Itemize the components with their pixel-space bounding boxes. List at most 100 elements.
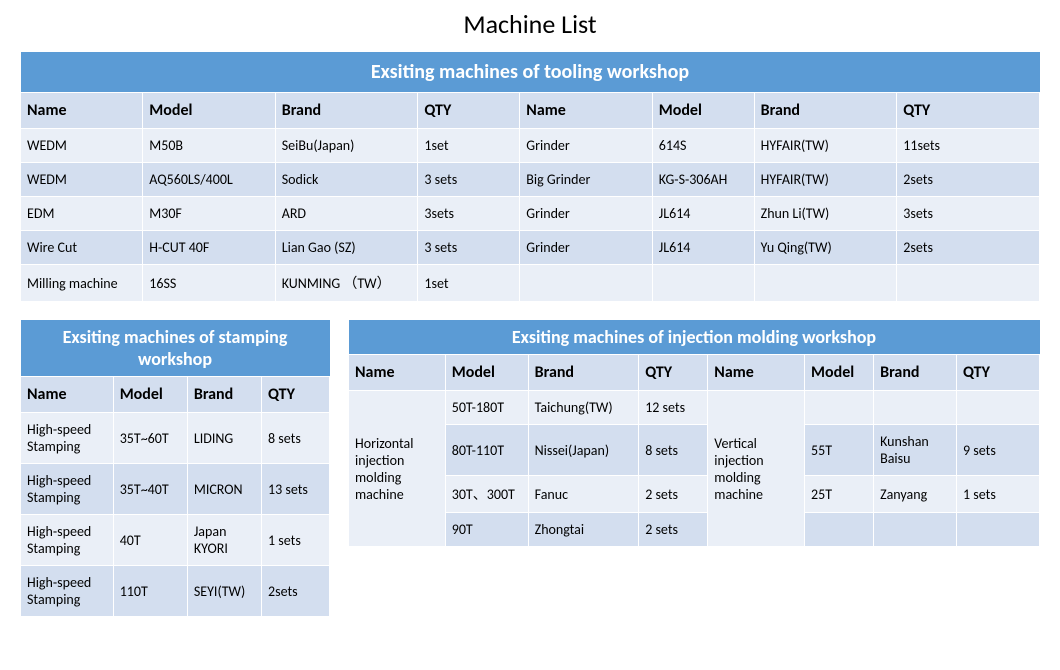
table-cell: SEYI(TW): [187, 566, 261, 617]
column-header: Brand: [754, 93, 897, 129]
table-cell: SeiBu(Japan): [275, 129, 418, 163]
table-cell: Zhun Li(TW): [754, 197, 897, 231]
table-cell: 1 sets: [262, 515, 330, 566]
table1-title: Exsiting machines of tooling workshop: [21, 52, 1040, 93]
table-cell: 90T: [445, 513, 528, 547]
table-cell: LIDING: [187, 413, 261, 464]
table-cell: High-speed Stamping: [21, 566, 114, 617]
table2-title: Exsiting machines of stamping workshop: [21, 320, 330, 377]
column-header: QTY: [262, 377, 330, 413]
column-header: QTY: [639, 355, 708, 391]
column-header: Brand: [275, 93, 418, 129]
table-cell: 1set: [418, 129, 520, 163]
table-cell: Grinder: [520, 129, 652, 163]
column-header: Name: [349, 355, 446, 391]
table-cell: H-CUT 40F: [143, 231, 275, 265]
column-header: Model: [652, 93, 754, 129]
table-row: 80T-110TNissei(Japan)8 sets 55TKunshan Ba…: [349, 425, 1040, 476]
table-cell: KG-S-306AH: [652, 163, 754, 197]
column-header: QTY: [418, 93, 520, 129]
table-cell: 30T、300T: [445, 476, 528, 513]
table-cell: 3 sets: [418, 163, 520, 197]
table-cell: 3sets: [897, 197, 1040, 231]
table3-title: Exsiting machines of injection molding w…: [349, 320, 1040, 355]
column-header: Model: [445, 355, 528, 391]
table-cell: Kunshan Baisu: [874, 425, 957, 476]
table-cell: 2sets: [262, 566, 330, 617]
table-cell: Zhongtai: [528, 513, 639, 547]
table-cell: 55T: [805, 425, 874, 476]
table-row: High-speed Stamping110TSEYI(TW)2sets: [21, 566, 330, 617]
table-cell: 8 sets: [639, 425, 708, 476]
table-cell: Sodick: [275, 163, 418, 197]
table-cell: Wire Cut: [21, 231, 143, 265]
table-cell: Grinder: [520, 231, 652, 265]
column-header: Name: [708, 355, 805, 391]
table-cell: 16SS: [143, 265, 275, 302]
table-cell: [874, 391, 957, 425]
table-cell: 1set: [418, 265, 520, 302]
table-cell: 3sets: [418, 197, 520, 231]
table-row: WEDMM50BSeiBu(Japan)1setGrinder614SHYFAI…: [21, 129, 1040, 163]
column-header: QTY: [897, 93, 1040, 129]
table-cell: 25T: [805, 476, 874, 513]
table-cell: 110T: [113, 566, 187, 617]
table-cell: 1 sets: [957, 476, 1040, 513]
table-row: 30T、300TFanuc2 sets 25TZanyang1 sets: [349, 476, 1040, 513]
table-cell: HYFAIR(TW): [754, 163, 897, 197]
column-header: QTY: [957, 355, 1040, 391]
table-row: Wire CutH-CUT 40FLian Gao (SZ)3 setsGrin…: [21, 231, 1040, 265]
column-header: Brand: [187, 377, 261, 413]
table-cell: [805, 391, 874, 425]
table-cell: [754, 265, 897, 302]
table-cell: Yu Qing(TW): [754, 231, 897, 265]
table-row: High-speed Stamping35T~40TMICRON13 sets: [21, 464, 330, 515]
tooling-workshop-table: Exsiting machines of tooling workshop Na…: [20, 52, 1040, 302]
injection-workshop-table: Exsiting machines of injection molding w…: [348, 320, 1040, 547]
table-cell: 13 sets: [262, 464, 330, 515]
table-cell: High-speed Stamping: [21, 515, 114, 566]
table-cell: Zanyang: [874, 476, 957, 513]
column-header: Brand: [874, 355, 957, 391]
table-cell: 2sets: [897, 231, 1040, 265]
table-cell: WEDM: [21, 163, 143, 197]
merged-cell-horizontal: Horizontal injection molding machine: [349, 391, 446, 547]
table-cell: Grinder: [520, 197, 652, 231]
column-header: Name: [520, 93, 652, 129]
table-cell: Taichung(TW): [528, 391, 639, 425]
table-cell: 40T: [113, 515, 187, 566]
table-cell: 35T~60T: [113, 413, 187, 464]
table-cell: 80T-110T: [445, 425, 528, 476]
table-cell: 2sets: [897, 163, 1040, 197]
table-cell: 9 sets: [957, 425, 1040, 476]
table-cell: [957, 513, 1040, 547]
table-cell: Fanuc: [528, 476, 639, 513]
table-cell: Nissei(Japan): [528, 425, 639, 476]
page-title: Machine List: [20, 8, 1040, 40]
table-row: Horizontal injection molding machine50T-…: [349, 391, 1040, 425]
table-cell: Japan KYORI: [187, 515, 261, 566]
table-cell: 2 sets: [639, 476, 708, 513]
table-row: 90TZhongtai2 sets: [349, 513, 1040, 547]
table-cell: AQ560LS/400L: [143, 163, 275, 197]
table-cell: JL614: [652, 197, 754, 231]
merged-cell-vertical: Vertical injection molding machine: [708, 391, 805, 547]
column-header: Name: [21, 377, 114, 413]
table-row: Milling machine16SSKUNMING （TW）1set: [21, 265, 1040, 302]
table-row: High-speed Stamping40TJapan KYORI1 sets: [21, 515, 330, 566]
column-header: Brand: [528, 355, 639, 391]
table-row: EDMM30FARD3setsGrinderJL614Zhun Li(TW)3s…: [21, 197, 1040, 231]
table-cell: [897, 265, 1040, 302]
table-cell: 50T-180T: [445, 391, 528, 425]
table-cell: Big Grinder: [520, 163, 652, 197]
column-header: Model: [143, 93, 275, 129]
table-cell: High-speed Stamping: [21, 413, 114, 464]
table-cell: ARD: [275, 197, 418, 231]
table-cell: Milling machine: [21, 265, 143, 302]
table-cell: [957, 391, 1040, 425]
table-cell: JL614: [652, 231, 754, 265]
table-cell: MICRON: [187, 464, 261, 515]
table-cell: 12 sets: [639, 391, 708, 425]
table-cell: [652, 265, 754, 302]
table-cell: [874, 513, 957, 547]
